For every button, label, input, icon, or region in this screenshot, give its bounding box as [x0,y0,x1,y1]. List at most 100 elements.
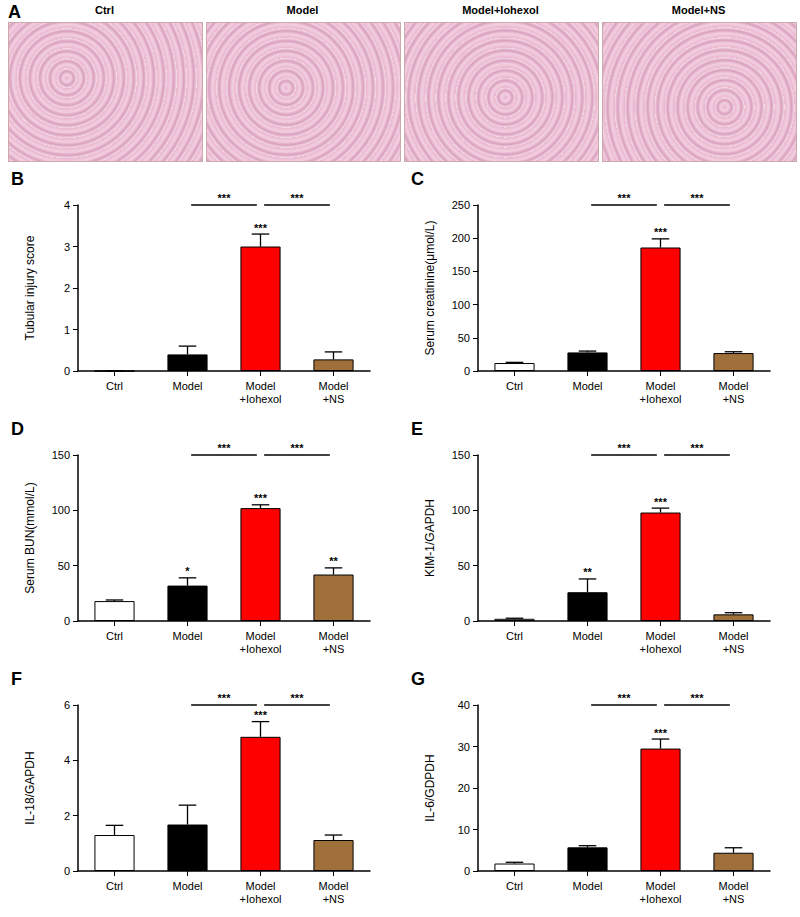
svg-text:Model: Model [573,880,603,892]
svg-text:Model: Model [246,630,276,642]
svg-text:2: 2 [64,810,70,822]
svg-text:Model: Model [573,630,603,642]
svg-text:4: 4 [64,754,70,766]
svg-text:3: 3 [64,241,70,253]
svg-text:Tubular injury score: Tubular injury score [23,235,37,340]
svg-text:***: *** [218,192,232,204]
svg-text:***: *** [654,727,668,739]
svg-text:***: *** [691,192,705,204]
svg-text:+Iohexol: +Iohexol [240,393,282,405]
svg-text:F: F [11,669,22,689]
svg-text:***: *** [291,442,305,454]
svg-text:0: 0 [64,365,70,377]
svg-text:0: 0 [64,615,70,627]
svg-text:KIM-1/GAPDH: KIM-1/GAPDH [423,499,437,577]
svg-text:Ctrl: Ctrl [106,380,123,392]
svg-text:Model: Model [173,880,203,892]
svg-text:+NS: +NS [323,893,345,905]
svg-text:100: 100 [452,504,470,516]
svg-text:10: 10 [458,824,470,836]
svg-text:***: *** [654,226,668,238]
svg-text:20: 20 [458,782,470,794]
svg-text:**: ** [583,566,592,578]
svg-text:***: *** [218,692,232,704]
svg-text:40: 40 [458,699,470,711]
svg-text:0: 0 [464,365,470,377]
svg-text:***: *** [691,692,705,704]
svg-text:Ctrl: Ctrl [506,630,523,642]
svg-text:Model: Model [646,380,676,392]
svg-text:***: *** [618,442,632,454]
svg-text:Model: Model [173,630,203,642]
svg-text:+NS: +NS [323,643,345,655]
svg-text:**: ** [329,555,338,567]
svg-text:+Iohexol: +Iohexol [640,643,682,655]
svg-text:Ctrl: Ctrl [106,880,123,892]
svg-text:Model: Model [646,880,676,892]
svg-text:***: *** [254,709,268,721]
svg-text:Model: Model [173,380,203,392]
svg-text:Model: Model [246,380,276,392]
svg-text:Ctrl: Ctrl [506,880,523,892]
svg-text:***: *** [618,192,632,204]
svg-text:Model: Model [319,630,349,642]
svg-text:Model: Model [719,880,749,892]
svg-text:0: 0 [464,615,470,627]
svg-text:*: * [185,565,190,577]
svg-text:+Iohexol: +Iohexol [240,893,282,905]
svg-text:Model: Model [646,630,676,642]
svg-text:B: B [11,169,24,189]
svg-text:Model: Model [719,380,749,392]
svg-text:Model: Model [719,630,749,642]
svg-text:200: 200 [452,232,470,244]
svg-text:+NS: +NS [723,393,745,405]
html-text:Ctrl: Ctrl [95,4,114,16]
svg-text:Model: Model [319,880,349,892]
svg-text:150: 150 [452,449,470,461]
svg-text:***: *** [691,442,705,454]
svg-text:IL-6/GDPDH: IL-6/GDPDH [423,754,437,821]
svg-text:***: *** [254,222,268,234]
svg-text:***: *** [218,442,232,454]
svg-text:***: *** [254,492,268,504]
svg-text:Serum creatinine(μmol/L): Serum creatinine(μmol/L) [423,221,437,356]
svg-text:E: E [411,419,423,439]
svg-text:+NS: +NS [323,393,345,405]
svg-text:1: 1 [64,324,70,336]
svg-text:150: 150 [52,449,70,461]
svg-text:+Iohexol: +Iohexol [640,393,682,405]
svg-text:6: 6 [64,699,70,711]
svg-text:150: 150 [452,265,470,277]
svg-text:G: G [411,669,425,689]
svg-text:+NS: +NS [723,643,745,655]
svg-text:0: 0 [64,865,70,877]
svg-text:+NS: +NS [723,893,745,905]
svg-text:100: 100 [452,299,470,311]
svg-text:50: 50 [58,560,70,572]
svg-text:Ctrl: Ctrl [106,630,123,642]
html-text:Model: Model [286,4,319,16]
svg-text:***: *** [618,692,632,704]
svg-text:100: 100 [52,504,70,516]
svg-text:4: 4 [64,199,70,211]
svg-text:Model: Model [246,880,276,892]
svg-text:2: 2 [64,282,70,294]
svg-text:30: 30 [458,741,470,753]
svg-text:***: *** [291,692,305,704]
svg-text:+Iohexol: +Iohexol [640,893,682,905]
svg-text:Model: Model [573,380,603,392]
html-text:A: A [8,2,21,22]
svg-text:D: D [11,419,24,439]
svg-text:50: 50 [458,332,470,344]
svg-text:Model: Model [319,380,349,392]
svg-text:Ctrl: Ctrl [506,380,523,392]
svg-text:***: *** [291,192,305,204]
svg-text:250: 250 [452,199,470,211]
svg-text:C: C [411,169,424,189]
svg-text:0: 0 [464,865,470,877]
svg-text:IL-18/GAPDH: IL-18/GAPDH [23,751,37,824]
svg-text:50: 50 [458,560,470,572]
svg-text:***: *** [654,496,668,508]
svg-text:Serum BUN(mmol/L): Serum BUN(mmol/L) [23,482,37,593]
svg-text:+Iohexol: +Iohexol [240,643,282,655]
